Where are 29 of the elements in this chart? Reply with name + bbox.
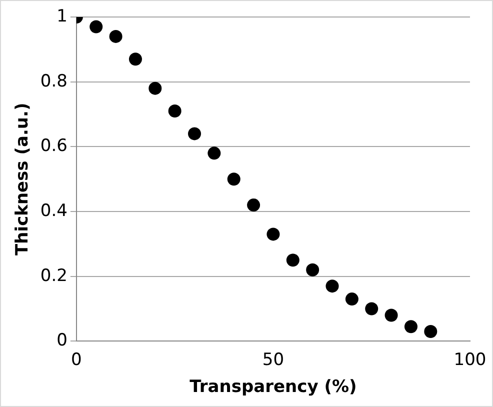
point bbox=[306, 263, 320, 276]
y-axis-title: Thickness (a.u.) bbox=[12, 102, 33, 256]
y-tick-label: 0 bbox=[56, 330, 68, 351]
y-tick-label: 0.8 bbox=[40, 71, 68, 92]
point bbox=[266, 228, 280, 241]
point bbox=[404, 320, 418, 334]
y-tick-label: 0.2 bbox=[40, 266, 68, 286]
point bbox=[365, 302, 378, 316]
point bbox=[326, 280, 339, 293]
point bbox=[128, 52, 142, 66]
x-tick-label: 0 bbox=[71, 350, 82, 370]
point bbox=[345, 292, 358, 306]
point bbox=[148, 82, 162, 95]
point bbox=[384, 308, 398, 322]
point bbox=[90, 20, 103, 34]
x-tick-label: 50 bbox=[262, 350, 284, 370]
y-tick-label: 0.6 bbox=[40, 136, 68, 156]
x-tick-label: 100 bbox=[454, 350, 486, 370]
point bbox=[208, 146, 221, 160]
y-tick-label: 0.4 bbox=[40, 200, 68, 221]
point bbox=[168, 104, 182, 118]
x-axis-title: Transparency (%) bbox=[190, 377, 357, 398]
point bbox=[424, 324, 438, 338]
point bbox=[227, 172, 240, 186]
y-tick-label: 1 bbox=[56, 6, 68, 26]
point bbox=[109, 30, 122, 43]
point bbox=[286, 254, 300, 267]
point bbox=[188, 127, 202, 140]
point bbox=[247, 198, 260, 212]
